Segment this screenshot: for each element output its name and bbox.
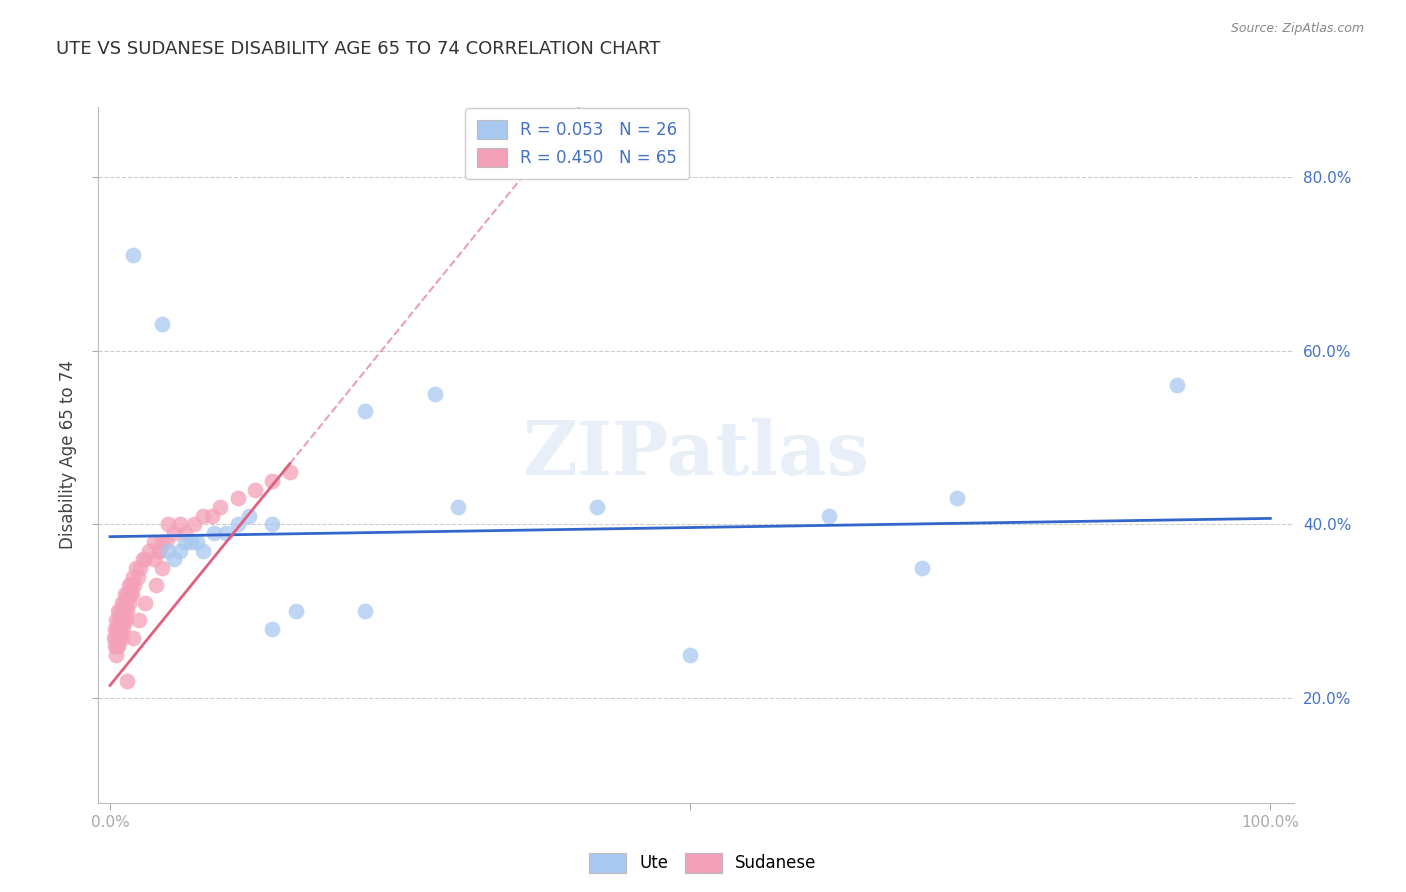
Point xyxy=(122,570,145,584)
Point xyxy=(124,561,146,575)
Point xyxy=(117,596,139,610)
Point xyxy=(204,526,226,541)
Point xyxy=(117,587,139,601)
Point xyxy=(110,622,132,636)
Point xyxy=(284,605,307,619)
Point xyxy=(115,613,138,627)
Point xyxy=(138,543,160,558)
Point xyxy=(112,613,135,627)
Point xyxy=(201,508,224,523)
Point xyxy=(911,561,934,575)
Point xyxy=(150,561,173,575)
Point xyxy=(163,552,186,566)
Point xyxy=(104,613,127,627)
Point xyxy=(114,605,136,619)
Point xyxy=(117,605,139,619)
Point xyxy=(111,631,134,645)
Point xyxy=(157,543,180,558)
Point xyxy=(107,622,129,636)
Point xyxy=(262,474,284,488)
Point xyxy=(226,517,249,532)
Point xyxy=(108,631,131,645)
Point xyxy=(127,570,149,584)
Point xyxy=(148,543,170,558)
Point xyxy=(118,587,141,601)
Point xyxy=(174,526,197,541)
Point xyxy=(423,387,446,401)
Point xyxy=(169,543,191,558)
Point xyxy=(111,613,134,627)
Point xyxy=(112,596,135,610)
Point xyxy=(262,622,284,636)
Point xyxy=(818,508,841,523)
Point xyxy=(134,596,156,610)
Text: UTE VS SUDANESE DISABILITY AGE 65 TO 74 CORRELATION CHART: UTE VS SUDANESE DISABILITY AGE 65 TO 74 … xyxy=(56,40,661,58)
Text: Source: ZipAtlas.com: Source: ZipAtlas.com xyxy=(1230,22,1364,36)
Point xyxy=(354,605,377,619)
Point xyxy=(120,578,142,592)
Point xyxy=(150,534,173,549)
Text: ZIPatlas: ZIPatlas xyxy=(523,418,869,491)
Point xyxy=(114,587,136,601)
Point xyxy=(278,466,301,480)
Point xyxy=(105,622,128,636)
Point xyxy=(238,508,260,523)
Point xyxy=(131,552,153,566)
Point xyxy=(103,631,125,645)
Point xyxy=(243,483,266,497)
Point xyxy=(105,639,128,653)
Point xyxy=(104,631,127,645)
Point xyxy=(209,500,232,514)
Point xyxy=(155,534,177,549)
Point xyxy=(122,631,145,645)
Point xyxy=(191,543,214,558)
Point xyxy=(104,622,127,636)
Point xyxy=(145,578,167,592)
Point xyxy=(186,534,208,549)
Point xyxy=(122,248,145,262)
Point xyxy=(111,596,134,610)
Point xyxy=(169,517,191,532)
Point xyxy=(104,639,127,653)
Point xyxy=(163,526,186,541)
Point xyxy=(157,517,180,532)
Point xyxy=(679,648,702,662)
Point xyxy=(111,605,134,619)
Point xyxy=(143,552,166,566)
Point xyxy=(117,578,139,592)
Legend: R = 0.053   N = 26, R = 0.450   N = 65: R = 0.053 N = 26, R = 0.450 N = 65 xyxy=(465,109,689,178)
Point xyxy=(586,500,609,514)
Point xyxy=(946,491,969,506)
Point xyxy=(174,534,197,549)
Point xyxy=(104,648,127,662)
Point xyxy=(354,404,377,418)
Point xyxy=(262,517,284,532)
Point xyxy=(111,622,134,636)
Point xyxy=(134,552,156,566)
Point xyxy=(124,578,146,592)
Point xyxy=(107,605,129,619)
Point xyxy=(150,318,173,332)
Legend: Ute, Sudanese: Ute, Sudanese xyxy=(583,847,823,880)
Point xyxy=(226,491,249,506)
Point xyxy=(108,613,131,627)
Point xyxy=(107,639,129,653)
Point xyxy=(447,500,470,514)
Point xyxy=(1166,378,1188,392)
Point xyxy=(183,517,205,532)
Point xyxy=(143,534,166,549)
Point xyxy=(121,587,143,601)
Point xyxy=(180,534,202,549)
Point xyxy=(110,605,132,619)
Point xyxy=(129,561,152,575)
Y-axis label: Disability Age 65 to 74: Disability Age 65 to 74 xyxy=(59,360,77,549)
Point xyxy=(128,613,150,627)
Point xyxy=(215,526,238,541)
Point xyxy=(148,543,170,558)
Point xyxy=(115,596,138,610)
Point xyxy=(191,508,214,523)
Point xyxy=(117,674,139,689)
